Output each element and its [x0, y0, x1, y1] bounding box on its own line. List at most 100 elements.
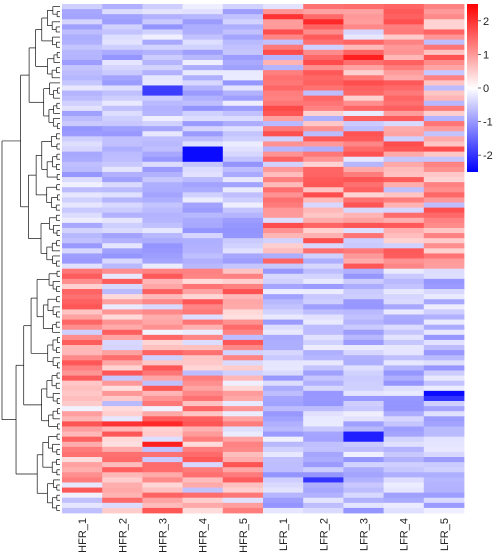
heatmap-cell — [423, 29, 465, 35]
heatmap-cell — [263, 24, 304, 30]
heatmap-cell — [263, 14, 304, 20]
heatmap-cell — [222, 380, 264, 387]
heatmap-cell — [102, 166, 143, 173]
heatmap-cell — [62, 121, 103, 127]
heatmap-cell — [62, 365, 103, 371]
heatmap-cell — [102, 238, 143, 244]
heatmap-cell — [383, 212, 425, 219]
heatmap-cell — [222, 365, 264, 371]
heatmap-cell — [343, 136, 384, 142]
heatmap-cell — [142, 299, 183, 305]
heatmap-cell — [102, 49, 143, 56]
heatmap-cell — [423, 70, 465, 76]
heatmap-cell — [142, 487, 183, 494]
heatmap-cell — [383, 85, 425, 91]
heatmap-cell — [303, 446, 344, 453]
heatmap-cell — [62, 65, 103, 71]
heatmap-cell — [62, 370, 103, 376]
heatmap-cell — [263, 238, 304, 244]
heatmap-cell — [62, 446, 103, 453]
column-label-lfr-1: LFR_1 — [278, 518, 290, 551]
heatmap-cell — [62, 355, 103, 361]
heatmap-cell — [182, 171, 224, 178]
heatmap-cell — [423, 121, 465, 127]
heatmap-cell — [182, 95, 224, 102]
heatmap-cell — [343, 319, 384, 326]
heatmap-cell — [343, 299, 384, 305]
heatmap-cell — [142, 385, 183, 392]
heatmap-cell — [222, 299, 264, 305]
heatmap-cell — [222, 273, 264, 280]
heatmap-cell — [62, 24, 103, 30]
heatmap-cell — [62, 278, 103, 285]
heatmap-cell — [182, 121, 224, 127]
heatmap-cell — [182, 360, 224, 366]
heatmap-cell — [142, 100, 183, 107]
heatmap-cell — [383, 411, 425, 417]
heatmap-cell — [222, 472, 264, 478]
heatmap-cell — [343, 258, 384, 264]
column-label-hfr-5: HFR_5 — [238, 518, 250, 552]
heatmap-cell — [423, 233, 465, 239]
heatmap-cell — [62, 44, 103, 51]
heatmap-cell — [303, 238, 344, 244]
heatmap-cell — [142, 54, 183, 61]
heatmap-cell — [222, 492, 264, 499]
heatmap-cell — [62, 151, 103, 158]
heatmap-cell — [142, 243, 183, 249]
heatmap-cell — [182, 299, 224, 305]
heatmap-cells — [62, 4, 465, 514]
heatmap-cell — [263, 324, 304, 331]
heatmap-cell — [263, 380, 304, 387]
heatmap-cell — [142, 141, 183, 147]
heatmap-cell — [102, 477, 143, 483]
heatmap-cell — [383, 441, 425, 448]
column-labels: HFR_1 HFR_2 HFR_3 HFR_4 HFR_5 LFR_1 LFR_2 LFR_3… — [77, 518, 451, 552]
heatmap-cell — [102, 385, 143, 392]
heatmap-cell — [263, 467, 304, 473]
heatmap-cell — [62, 248, 103, 254]
heatmap-cell — [182, 131, 224, 137]
heatmap-cell — [142, 192, 183, 198]
heatmap-cell — [343, 467, 384, 473]
heatmap-cell — [423, 283, 465, 290]
heatmap-cell — [182, 161, 224, 168]
heatmap-cell — [182, 283, 224, 290]
heatmap-cell — [182, 24, 224, 30]
heatmap-cell — [222, 401, 264, 407]
column-label-lfr-2: LFR_2 — [318, 518, 330, 551]
heatmap-cell — [102, 65, 143, 71]
heatmap-cell — [383, 431, 425, 438]
heatmap-cell — [102, 212, 143, 219]
heatmap-cell — [263, 182, 304, 188]
heatmap-cell — [343, 85, 384, 91]
heatmap-cell — [222, 263, 264, 270]
heatmap-cell — [62, 110, 103, 117]
heatmap-cell — [142, 339, 183, 346]
heatmap-cell — [303, 406, 344, 412]
heatmap-cell — [102, 472, 143, 478]
heatmap-cell — [102, 243, 143, 249]
heatmap-cell — [343, 166, 384, 173]
heatmap-cell — [142, 182, 183, 188]
heatmap-cell — [383, 222, 425, 229]
heatmap-cell — [222, 289, 264, 295]
heatmap-cell — [423, 95, 465, 102]
heatmap-cell — [222, 95, 264, 102]
heatmap-cell — [102, 421, 143, 427]
heatmap-cell — [182, 345, 224, 351]
heatmap-cell — [423, 329, 465, 336]
heatmap-cell — [182, 243, 224, 249]
heatmap-cell — [423, 482, 465, 488]
heatmap-cell — [222, 44, 264, 51]
heatmap-cell — [142, 334, 183, 341]
heatmap-cell — [182, 370, 224, 376]
heatmap-cell — [62, 467, 103, 473]
heatmap-cell — [182, 411, 224, 417]
heatmap-cell — [182, 187, 224, 193]
heatmap-cell — [102, 355, 143, 361]
heatmap-cell — [303, 385, 344, 392]
heatmap-cell — [383, 95, 425, 102]
heatmap-cell — [303, 457, 344, 463]
heatmap-cell — [263, 29, 304, 35]
